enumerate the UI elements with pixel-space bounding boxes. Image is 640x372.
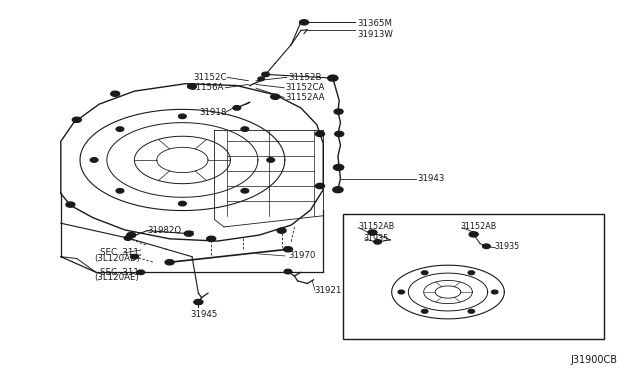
Circle shape — [277, 228, 286, 233]
Circle shape — [90, 158, 98, 162]
Text: 31921: 31921 — [315, 286, 342, 295]
Text: (3L120AE): (3L120AE) — [95, 273, 140, 282]
Text: 31152AA: 31152AA — [285, 93, 325, 102]
Circle shape — [333, 164, 344, 170]
Circle shape — [124, 236, 132, 240]
Circle shape — [66, 202, 75, 207]
Circle shape — [374, 240, 381, 244]
Circle shape — [468, 271, 474, 275]
Text: 31152AB: 31152AB — [358, 222, 395, 231]
Circle shape — [179, 201, 186, 206]
Circle shape — [233, 106, 241, 110]
Circle shape — [194, 299, 203, 305]
Circle shape — [184, 231, 193, 236]
Circle shape — [284, 269, 292, 274]
Circle shape — [333, 187, 343, 193]
Circle shape — [271, 94, 280, 99]
Text: 31365M: 31365M — [357, 19, 392, 28]
Circle shape — [116, 127, 124, 131]
Circle shape — [468, 310, 474, 313]
Text: 31152C: 31152C — [193, 73, 227, 82]
Text: 31970: 31970 — [288, 251, 316, 260]
Text: SEC. 311: SEC. 311 — [100, 268, 140, 277]
Text: 31945: 31945 — [191, 310, 218, 319]
Circle shape — [72, 117, 81, 122]
Circle shape — [328, 75, 338, 81]
Circle shape — [284, 247, 292, 252]
Text: 31943: 31943 — [417, 174, 445, 183]
Circle shape — [111, 91, 120, 96]
Circle shape — [422, 310, 428, 313]
Text: 31935: 31935 — [494, 242, 519, 251]
Circle shape — [258, 77, 264, 81]
Circle shape — [316, 131, 324, 137]
Circle shape — [267, 158, 275, 162]
Circle shape — [165, 260, 174, 265]
Circle shape — [368, 230, 377, 235]
Bar — [343, 214, 604, 339]
Text: 31156A: 31156A — [191, 83, 224, 92]
Circle shape — [262, 72, 269, 77]
Circle shape — [127, 232, 136, 238]
Circle shape — [335, 131, 344, 137]
Circle shape — [316, 183, 324, 189]
Circle shape — [131, 254, 138, 259]
Circle shape — [422, 271, 428, 275]
Circle shape — [241, 189, 249, 193]
Circle shape — [469, 232, 478, 237]
Circle shape — [207, 236, 216, 241]
Circle shape — [188, 84, 196, 89]
Circle shape — [334, 109, 343, 114]
Circle shape — [492, 290, 498, 294]
Circle shape — [241, 127, 249, 131]
Text: J31900CB: J31900CB — [571, 355, 618, 365]
Circle shape — [483, 244, 490, 248]
Text: SEC. 311: SEC. 311 — [100, 248, 140, 257]
Text: 31935: 31935 — [364, 234, 388, 243]
Circle shape — [137, 270, 145, 275]
Circle shape — [179, 114, 186, 119]
Text: 31913W: 31913W — [357, 30, 393, 39]
Text: 31152B: 31152B — [288, 73, 321, 82]
Circle shape — [300, 20, 308, 25]
Text: 31918: 31918 — [200, 108, 227, 117]
Circle shape — [398, 290, 404, 294]
Text: 31152AB: 31152AB — [461, 222, 497, 231]
Circle shape — [116, 189, 124, 193]
Text: (3L120AD): (3L120AD) — [95, 254, 141, 263]
Text: 31152CA: 31152CA — [285, 83, 325, 92]
Text: 31982Q: 31982Q — [147, 226, 181, 235]
